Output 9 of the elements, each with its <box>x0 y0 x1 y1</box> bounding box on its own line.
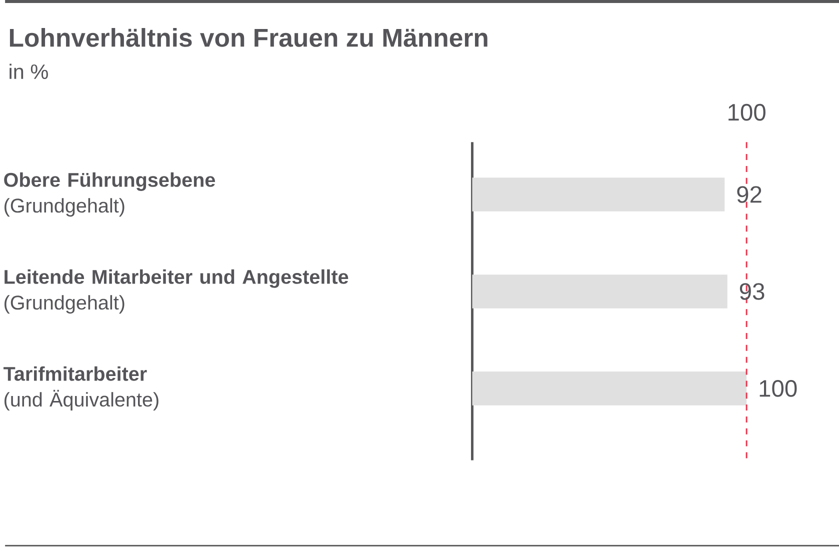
data-label: 93 <box>740 283 764 300</box>
data-label: 92 <box>737 186 762 204</box>
y-tick-label: Obere Führungsebene (Grundgehalt) <box>4 172 216 217</box>
text: in % <box>10 64 48 80</box>
data-label: 100 <box>760 380 797 398</box>
y-tick-label: Tarifmitarbeiter (und Äquivalente) <box>4 366 158 411</box>
y-tick-label: Leitende Mitarbeiter und Angestellte (Grundgehalt) <box>4 270 348 314</box>
text: Lohnverhältnis von Frauen zu Männern <box>10 28 488 48</box>
ref-line-label: 100 <box>728 104 766 121</box>
